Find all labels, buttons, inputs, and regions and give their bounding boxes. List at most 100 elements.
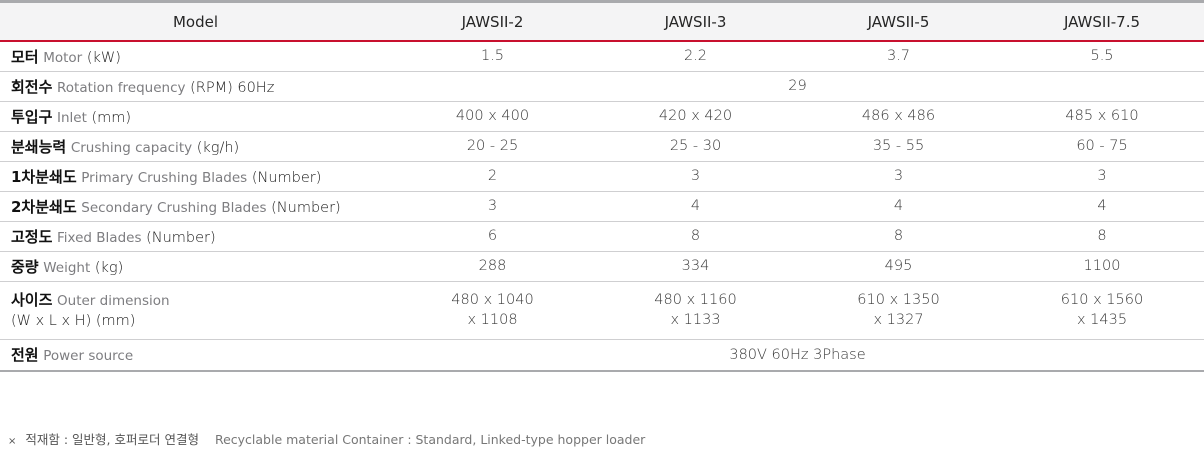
top-rule — [0, 0, 1204, 3]
label-en: Secondary Crushing Blades — [81, 199, 267, 216]
label-ko: 중량 — [11, 257, 39, 276]
footnote-mark: × — [8, 436, 17, 447]
cell-line-1: 610 x 1560 — [1060, 292, 1144, 308]
label-unit: (Number) — [251, 169, 322, 186]
row-label: 전원 Power source — [0, 339, 391, 371]
row-label: 2차분쇄도 Secondary Crushing Blades (Number) — [0, 191, 391, 221]
cell-value: 4 — [1097, 198, 1107, 214]
row-label: 1차분쇄도 Primary Crushing Blades (Number) — [0, 161, 391, 191]
cell-value: 495 — [884, 258, 913, 274]
label-unit: (mm) — [91, 109, 132, 126]
cell-value: 20 - 25 — [466, 138, 519, 154]
model-header-jawsii-3: JAWSII-3 — [594, 3, 797, 42]
cell-value: 480 x 1160 x 1133 — [594, 281, 797, 339]
row-label: 회전수 Rotation frequency (RPM) 60Hz — [0, 71, 391, 101]
row-label: 고정도 Fixed Blades (Number) — [0, 221, 391, 251]
row-weight: 중량 Weight (kg) 288 334 495 1100 — [0, 251, 1204, 281]
label-en: Motor — [43, 49, 83, 66]
cell-line-1: 480 x 1040 — [451, 292, 534, 308]
cell-value: 3 — [487, 198, 498, 214]
label-ko: 전원 — [11, 346, 39, 365]
label-en: Power source — [43, 348, 134, 365]
cell-value: 420 x 420 — [658, 108, 733, 124]
row-power-source: 전원 Power source 380V 60Hz 3Phase — [0, 339, 1204, 371]
cell-value: 25 - 30 — [669, 138, 722, 154]
cell-value: 1.5 — [480, 48, 505, 65]
row-label: 중량 Weight (kg) — [0, 251, 391, 281]
cell-value: 288 — [478, 258, 507, 274]
row-label: 투입구 Inlet (mm) — [0, 101, 391, 131]
cell-value: 6 — [487, 228, 498, 244]
cell-value: 2.2 — [683, 48, 708, 65]
label-ko: 분쇄능력 — [11, 137, 67, 156]
cell-value: 4 — [893, 198, 904, 214]
cell-line-2: x 1108 — [467, 312, 518, 328]
cell-line-1: 480 x 1160 — [654, 292, 737, 308]
label-en: Rotation frequency — [57, 79, 186, 96]
cell-value-merged: 29 — [788, 78, 807, 94]
cell-value: 400 x 400 — [455, 108, 530, 124]
cell-line-2: x 1435 — [1076, 312, 1128, 328]
label-en: Fixed Blades — [57, 229, 142, 246]
model-header-jawsii-5: JAWSII-5 — [797, 3, 1000, 42]
row-label: 모터 Motor (kW) — [0, 41, 391, 71]
label-ko: 투입구 — [11, 107, 53, 126]
footnote-en: Recyclable material Container : Standard… — [214, 432, 646, 447]
cell-value: 610 x 1560 x 1435 — [1000, 281, 1204, 339]
cell-value-merged: 380V 60Hz 3Phase — [729, 346, 866, 363]
label-ko: 회전수 — [11, 77, 53, 96]
model-header-jawsii-2: JAWSII-2 — [391, 3, 594, 42]
label-ko: 모터 — [11, 47, 39, 66]
cell-value: 480 x 1040 x 1108 — [391, 281, 594, 339]
row-outer-dimension: 사이즈 Outer dimension (W x L x H) (mm) 480… — [0, 281, 1204, 339]
cell-value: 8 — [690, 228, 701, 244]
row-secondary-blades: 2차분쇄도 Secondary Crushing Blades (Number)… — [0, 191, 1204, 221]
cell-value: 4 — [690, 198, 701, 214]
cell-line-2: x 1327 — [873, 312, 924, 328]
model-header-jawsii-7-5: JAWSII-7.5 — [1000, 3, 1204, 42]
spec-table: Model JAWSII-2 JAWSII-3 JAWSII-5 JAWSII-… — [0, 3, 1204, 372]
label-ko: 1차분쇄도 — [11, 167, 77, 186]
cell-value: 3 — [690, 168, 701, 184]
row-primary-blades: 1차분쇄도 Primary Crushing Blades (Number) 2… — [0, 161, 1204, 191]
label-en: Primary Crushing Blades — [81, 169, 248, 186]
cell-value: 1100 — [1083, 258, 1121, 274]
cell-value: 3.7 — [886, 48, 911, 65]
label-ko: 사이즈 — [11, 290, 53, 309]
cell-line-1: 610 x 1350 — [857, 292, 940, 308]
cell-value: 2 — [487, 168, 498, 184]
label-ko: 고정도 — [11, 227, 53, 246]
row-motor: 모터 Motor (kW) 1.5 2.2 3.7 5.5 — [0, 41, 1204, 71]
row-label: 사이즈 Outer dimension (W x L x H) (mm) — [0, 281, 391, 339]
cell-value: 610 x 1350 x 1327 — [797, 281, 1000, 339]
label-unit: (Number) — [146, 229, 216, 246]
row-rotation: 회전수 Rotation frequency (RPM) 60Hz 29 — [0, 71, 1204, 101]
cell-value: 3 — [1097, 168, 1107, 184]
cell-value: 35 - 55 — [872, 138, 925, 154]
footnote-ko: 적재함 : 일반형, 호퍼로더 연결형 — [25, 432, 199, 447]
cell-value: 8 — [893, 228, 904, 244]
label-unit: (kg) — [94, 259, 124, 276]
label-unit: (kg/h) — [196, 139, 240, 156]
cell-value: 486 x 486 — [861, 108, 936, 124]
label-en: Crushing capacity — [70, 139, 193, 156]
label-ko: 2차분쇄도 — [11, 197, 77, 216]
label-unit: (RPM) 60Hz — [190, 79, 275, 96]
label-unit: (kW) — [86, 49, 121, 66]
label-unit: (Number) — [271, 199, 341, 216]
cell-value: 60 - 75 — [1076, 138, 1128, 154]
cell-value: 485 x 610 — [1065, 108, 1139, 124]
cell-value: 3 — [893, 168, 904, 184]
cell-line-2: x 1133 — [670, 312, 721, 328]
row-capacity: 분쇄능력 Crushing capacity (kg/h) 20 - 25 25… — [0, 131, 1204, 161]
label-en: Weight — [43, 259, 91, 276]
cell-value: 5.5 — [1090, 48, 1114, 65]
row-label: 분쇄능력 Crushing capacity (kg/h) — [0, 131, 391, 161]
label-en: Outer dimension — [57, 292, 170, 309]
label-en: Inlet — [57, 109, 87, 126]
header-row: Model JAWSII-2 JAWSII-3 JAWSII-5 JAWSII-… — [0, 3, 1204, 42]
footnote: × 적재함 : 일반형, 호퍼로더 연결형 Recyclable materia… — [8, 429, 645, 448]
model-header: Model — [0, 3, 391, 42]
cell-value: 8 — [1097, 228, 1107, 244]
row-inlet: 투입구 Inlet (mm) 400 x 400 420 x 420 486 x… — [0, 101, 1204, 131]
